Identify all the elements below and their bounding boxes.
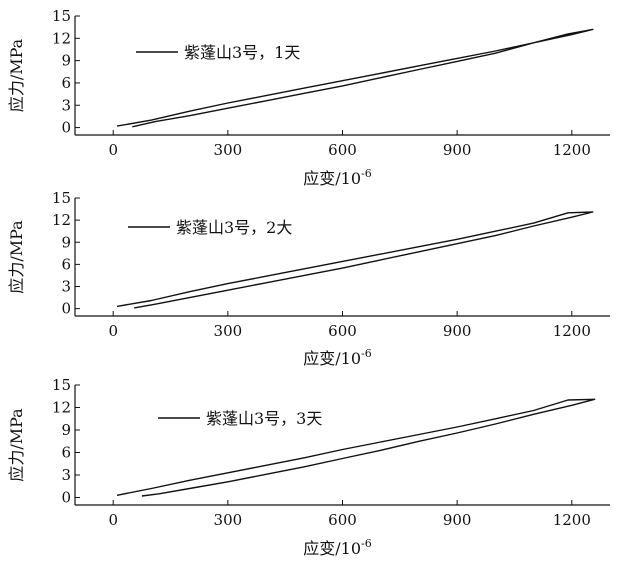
x-tick-label: 300 — [214, 511, 243, 529]
y-tick-label: 9 — [61, 421, 71, 439]
y-axis-label: 应力/MPa — [7, 220, 26, 294]
x-tick-label: 600 — [328, 141, 357, 159]
y-tick-label: 6 — [61, 74, 71, 92]
series-line-2 — [116, 211, 594, 309]
y-tick-label: 12 — [52, 399, 71, 417]
x-tick-label: 300 — [214, 322, 243, 340]
x-tick-label: 0 — [108, 141, 118, 159]
x-tick-label: 900 — [443, 322, 472, 340]
y-axis-label: 应力/MPa — [7, 38, 26, 112]
chart-panel-3: 0 3 6 9 12 15 0 300 600 900 1200 应变/10-6 应力/MPa 紫蓬山3号… — [7, 376, 610, 558]
legend-label: 紫蓬山3号，2大 — [176, 218, 292, 237]
legend-label: 紫蓬山3号，1天 — [184, 43, 300, 62]
y-tick-label: 12 — [52, 211, 71, 229]
x-tick-label: 1200 — [553, 141, 591, 159]
y-tick-label: 15 — [52, 189, 71, 207]
x-tick-label: 900 — [443, 511, 472, 529]
x-tick-label: 600 — [328, 322, 357, 340]
y-tick-label: 15 — [52, 7, 71, 25]
y-tick-label: 3 — [61, 466, 71, 484]
y-tick-label: 9 — [61, 233, 71, 251]
y-tick-label: 12 — [52, 29, 71, 47]
x-tick-label: 0 — [108, 511, 118, 529]
legend-label: 紫蓬山3号，3天 — [206, 409, 322, 428]
y-tick-label: 6 — [61, 255, 71, 273]
x-tick-label: 0 — [108, 322, 118, 340]
y-tick-label: 15 — [52, 376, 71, 394]
series-line-3 — [116, 398, 596, 497]
x-tick-label: 600 — [328, 511, 357, 529]
y-tick-label: 6 — [61, 444, 71, 462]
x-axis-label: 应变/10-6 — [303, 537, 371, 558]
chart-panel-1: 0 3 6 9 12 15 0 300 600 900 1200 应变/10-6 应力/MPa 紫蓬山3号… — [7, 7, 610, 188]
chart-panel-2: 0 3 6 9 12 15 0 300 600 900 1200 应变/10-6 应力/MPa 紫蓬山3号… — [7, 189, 610, 368]
y-tick-label: 0 — [61, 489, 71, 507]
x-tick-label: 1200 — [553, 511, 591, 529]
y-tick-label: 0 — [61, 300, 71, 318]
y-tick-label: 3 — [61, 278, 71, 296]
x-tick-label: 1200 — [553, 322, 591, 340]
y-tick-label: 9 — [61, 52, 71, 70]
x-axis-label: 应变/10-6 — [303, 347, 371, 368]
y-tick-label: 3 — [61, 96, 71, 114]
x-tick-label: 300 — [214, 141, 243, 159]
x-tick-label: 900 — [443, 141, 472, 159]
y-tick-label: 0 — [61, 119, 71, 137]
x-axis-label: 应变/10-6 — [303, 167, 371, 188]
y-axis-label: 应力/MPa — [7, 408, 26, 482]
series-line-1 — [116, 28, 594, 128]
